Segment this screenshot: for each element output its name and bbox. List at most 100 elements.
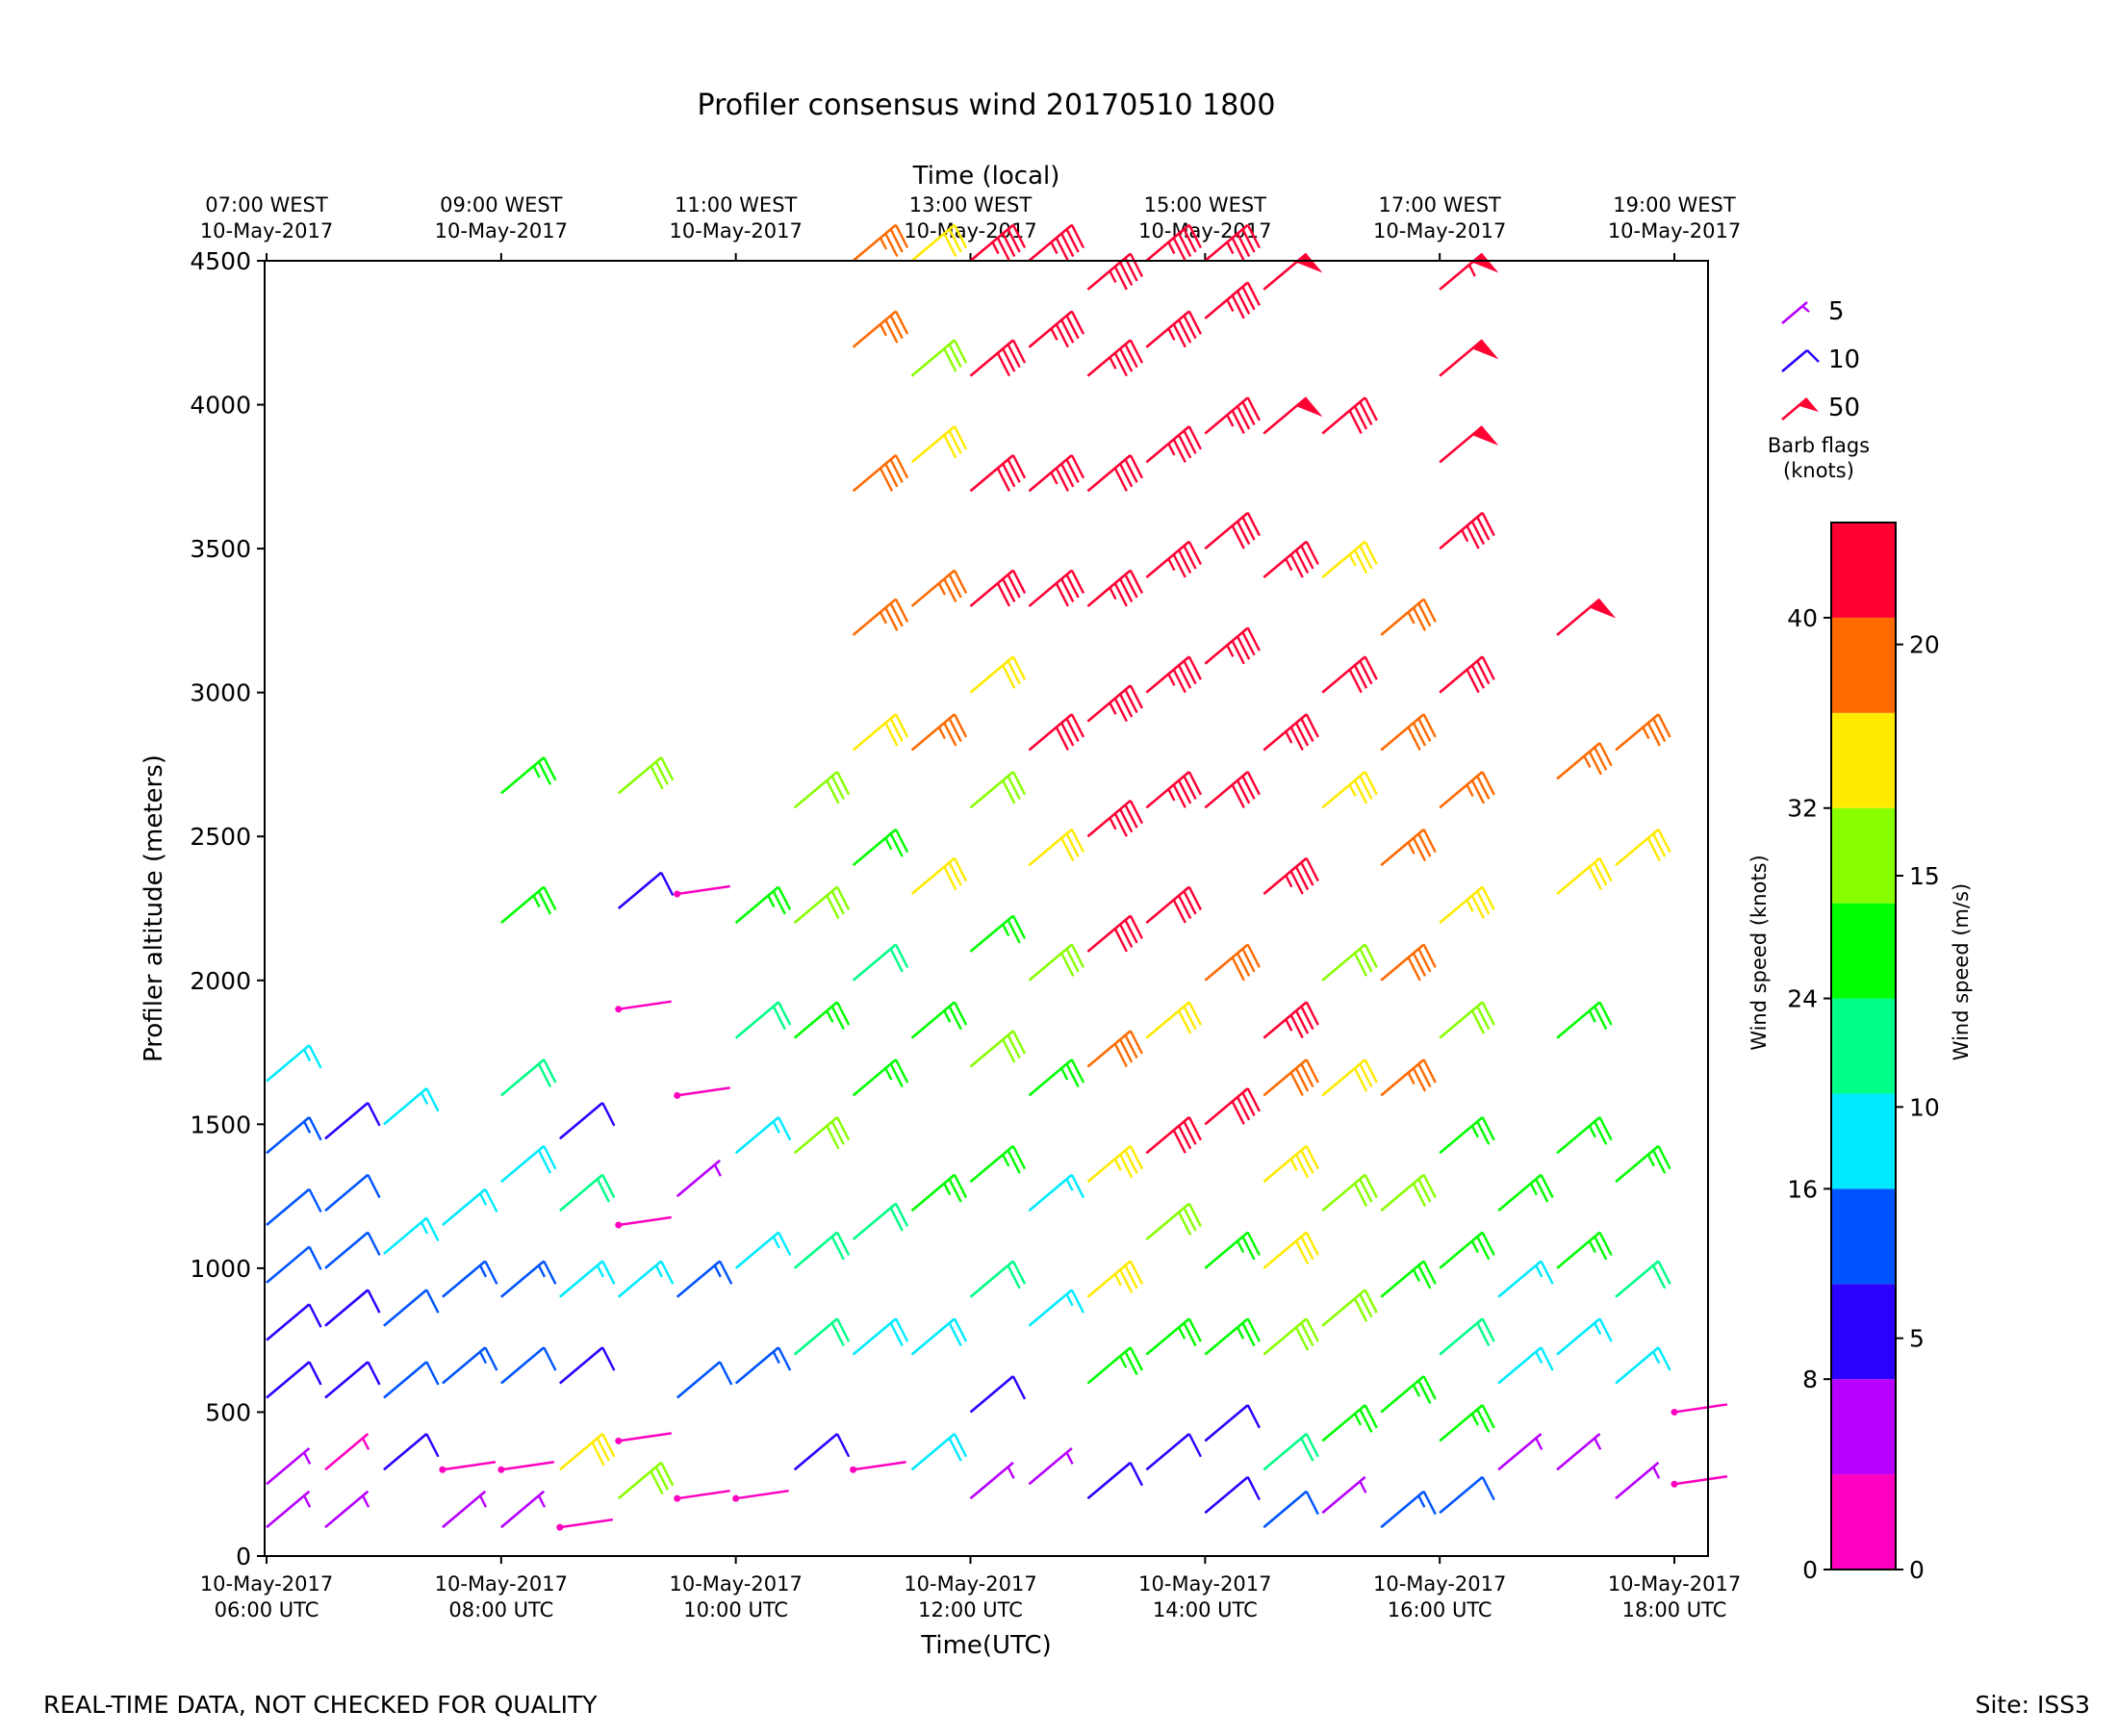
barb-full bbox=[1246, 512, 1261, 537]
barb-full bbox=[537, 761, 552, 785]
wind-barb bbox=[852, 1059, 909, 1097]
barb-half bbox=[1289, 1158, 1298, 1171]
barb-half bbox=[420, 1092, 429, 1105]
barb-full bbox=[1300, 1006, 1314, 1031]
barb-full bbox=[1294, 1154, 1310, 1179]
barb-full bbox=[1187, 886, 1202, 910]
barb-full bbox=[1187, 541, 1202, 566]
barb-shaft bbox=[1204, 511, 1249, 550]
barb-full bbox=[1065, 574, 1080, 599]
wind-barb bbox=[1086, 454, 1144, 493]
barb-shaft bbox=[1615, 1144, 1660, 1184]
barb-full bbox=[879, 467, 894, 492]
barb-full bbox=[953, 713, 968, 738]
barb-full bbox=[1294, 1240, 1310, 1264]
barb-full bbox=[1241, 286, 1256, 311]
wind-barb bbox=[1086, 684, 1144, 723]
wind-barb bbox=[1321, 1475, 1367, 1515]
barb-full bbox=[1119, 262, 1134, 286]
barb-shaft bbox=[1145, 1317, 1190, 1356]
colorbar-knots-label: Wind speed (knots) bbox=[1747, 855, 1771, 1050]
barb-full bbox=[425, 1289, 440, 1314]
barb-full bbox=[1305, 1491, 1319, 1516]
y-tick-label: 0 bbox=[236, 1543, 251, 1570]
barb-full bbox=[1070, 829, 1085, 854]
wind-barb bbox=[1028, 310, 1085, 348]
wind-barb bbox=[1145, 885, 1202, 924]
barb-shaft bbox=[734, 1115, 779, 1155]
wind-barb bbox=[1204, 223, 1261, 262]
barb-shaft bbox=[969, 771, 1014, 809]
wind-barb bbox=[1204, 626, 1261, 665]
barb-full bbox=[894, 713, 909, 738]
barb-full bbox=[1353, 1067, 1368, 1092]
wind-barb bbox=[1439, 1231, 1495, 1269]
barb-full bbox=[1246, 1476, 1261, 1501]
legend-barb-full bbox=[1806, 349, 1820, 363]
barb-full bbox=[1124, 1149, 1138, 1174]
barb-half bbox=[361, 1437, 370, 1450]
barb-full bbox=[996, 467, 1011, 492]
barb-full bbox=[1129, 1462, 1144, 1487]
barb-full bbox=[1359, 1178, 1373, 1203]
barb-shaft bbox=[558, 1173, 604, 1213]
wind-barb bbox=[1028, 1059, 1085, 1097]
wind-barb bbox=[1263, 540, 1319, 579]
barb-half bbox=[1065, 1451, 1074, 1465]
colorbar-knots-label: 16 bbox=[1787, 1175, 1818, 1203]
barb-shaft bbox=[1380, 828, 1425, 867]
wind-barb bbox=[1263, 1059, 1319, 1097]
barb-shaft bbox=[1439, 1115, 1484, 1155]
wind-barb bbox=[674, 1489, 730, 1502]
barb-full bbox=[425, 1217, 440, 1241]
barb-half bbox=[1642, 727, 1650, 740]
barb-shaft bbox=[793, 885, 838, 924]
barb-full bbox=[1002, 463, 1016, 488]
wind-barb bbox=[1615, 1260, 1671, 1298]
barb-full bbox=[953, 224, 968, 249]
wind-barb bbox=[1145, 310, 1202, 348]
barb-full bbox=[1124, 1351, 1138, 1376]
barb-full bbox=[1178, 895, 1192, 919]
barb-flag bbox=[1589, 599, 1617, 619]
wind-barb bbox=[615, 1432, 672, 1444]
barb-full bbox=[1359, 660, 1373, 685]
barb-full bbox=[1476, 775, 1491, 800]
barb-full bbox=[948, 574, 962, 599]
barb-full bbox=[1060, 578, 1075, 602]
barb-half bbox=[1652, 1351, 1661, 1365]
barb-full bbox=[953, 1001, 968, 1026]
barb-full bbox=[1470, 779, 1486, 804]
wind-barb bbox=[266, 1361, 322, 1399]
barb-shaft bbox=[1204, 1087, 1249, 1126]
barb-shaft bbox=[324, 1102, 370, 1140]
barb-full bbox=[601, 1433, 616, 1458]
barb-full bbox=[1598, 1317, 1613, 1342]
barb-shaft bbox=[910, 339, 956, 377]
wind-barb bbox=[734, 1231, 792, 1269]
barb-half bbox=[1407, 1072, 1416, 1085]
wind-barb bbox=[734, 1001, 792, 1039]
barb-shaft bbox=[1028, 713, 1073, 752]
barb-full bbox=[1065, 948, 1080, 973]
calm-dot bbox=[674, 890, 681, 898]
barb-full bbox=[943, 233, 957, 258]
colorbar-segment bbox=[1831, 1188, 1896, 1285]
barb-full bbox=[1300, 1236, 1314, 1261]
barb-shaft bbox=[1615, 1346, 1660, 1385]
barb-full bbox=[1353, 664, 1368, 689]
barb-shaft bbox=[1263, 1231, 1308, 1269]
barb-full bbox=[601, 1102, 616, 1127]
barb-full bbox=[601, 1346, 616, 1371]
wind-barb bbox=[969, 339, 1027, 377]
barb-full bbox=[1364, 1174, 1378, 1199]
barb-half bbox=[1412, 1268, 1421, 1282]
wind-barb bbox=[852, 828, 909, 867]
barb-full bbox=[1070, 454, 1085, 479]
wind-barb bbox=[617, 756, 675, 795]
barb-shaft bbox=[617, 871, 663, 909]
y-tick-label: 3500 bbox=[190, 535, 251, 563]
barb-half bbox=[1646, 1154, 1655, 1167]
barb-full bbox=[826, 1125, 840, 1150]
wind-barb bbox=[852, 943, 909, 982]
